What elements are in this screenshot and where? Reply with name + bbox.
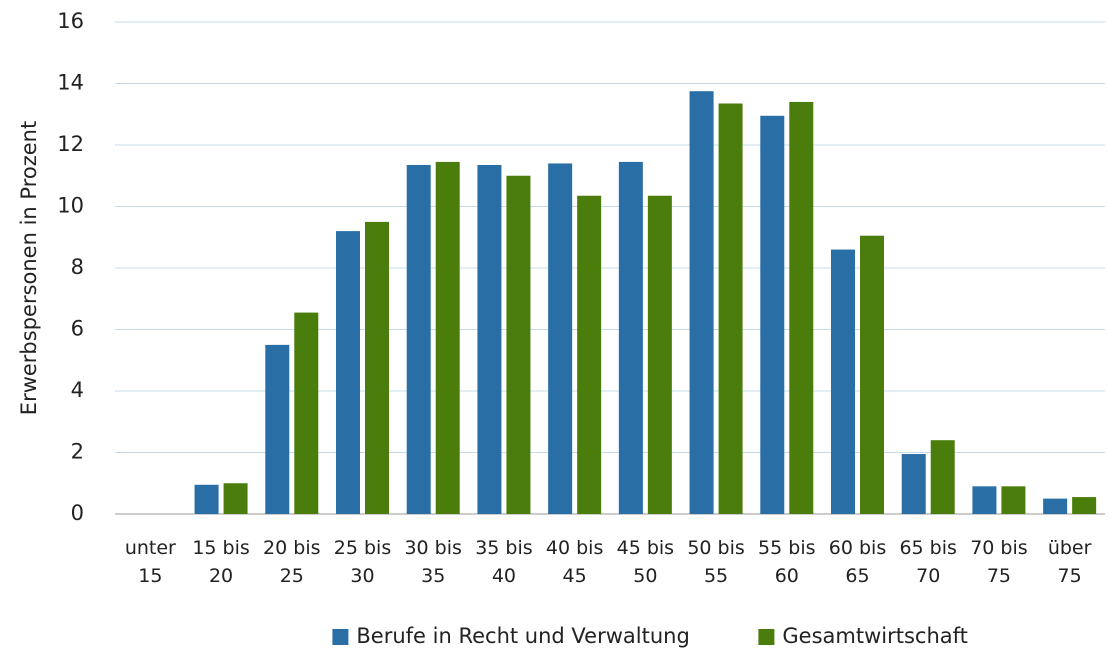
bar: [930, 440, 955, 514]
legend-label: Berufe in Recht und Verwaltung: [356, 624, 689, 648]
x-tick-label: über 75: [1048, 537, 1092, 587]
x-tick-label: 70 bis 75: [970, 537, 1027, 587]
x-tick-label: unter 15: [125, 537, 176, 587]
legend-swatch: [758, 629, 775, 645]
x-tick-label: 35 bis 40: [475, 537, 532, 587]
bar: [265, 344, 290, 514]
bar: [223, 483, 248, 514]
x-tick-label: 25 bis 30: [334, 537, 391, 587]
x-tick-label: 65 bis 70: [899, 537, 956, 587]
x-tick-label: 45 bis 50: [617, 537, 674, 587]
bar: [618, 161, 643, 514]
bar: [860, 235, 884, 514]
bar: [789, 101, 814, 514]
bar: [548, 163, 573, 514]
x-tick-label: 50 bis 55: [687, 537, 744, 587]
y-tick-label: 16: [57, 9, 84, 33]
legend-swatch: [332, 629, 349, 645]
x-tick-label: 30 bis 35: [404, 537, 461, 587]
bar: [435, 161, 460, 514]
y-tick-label: 2: [71, 440, 84, 464]
bar: [1043, 498, 1068, 514]
bar: [406, 164, 431, 515]
y-tick-label: 10: [57, 194, 84, 218]
bar: [1001, 486, 1026, 514]
bar: [477, 164, 502, 515]
y-tick-label: 14: [57, 71, 84, 95]
bar: [506, 175, 531, 514]
bar: [972, 486, 997, 514]
bar: [760, 115, 785, 514]
y-axis-label: Erwerbspersonen in Prozent: [17, 121, 41, 415]
bar: [336, 231, 360, 514]
x-tick-label: 20 bis 25: [263, 537, 320, 587]
bar: [194, 484, 219, 514]
y-tick-label: 4: [71, 378, 84, 402]
y-tick-label: 12: [57, 132, 84, 156]
bar: [647, 195, 672, 515]
bar: [1072, 497, 1097, 514]
bar: [689, 91, 714, 514]
x-tick-label: 60 bis 65: [829, 537, 886, 587]
x-tick-label: 15 bis 20: [192, 537, 249, 587]
bar: [901, 454, 926, 514]
y-tick-label: 0: [71, 501, 84, 525]
bar: [294, 312, 319, 514]
bar: [831, 249, 855, 515]
y-tick-label: 6: [71, 317, 84, 341]
x-tick-label: 55 bis 60: [758, 537, 815, 587]
bar: [577, 195, 602, 515]
bar: [365, 221, 389, 514]
y-tick-label: 8: [71, 255, 84, 279]
legend-label: Gesamtwirtschaft: [782, 624, 968, 648]
x-tick-label: 40 bis 45: [546, 537, 603, 587]
bar: [718, 103, 743, 515]
